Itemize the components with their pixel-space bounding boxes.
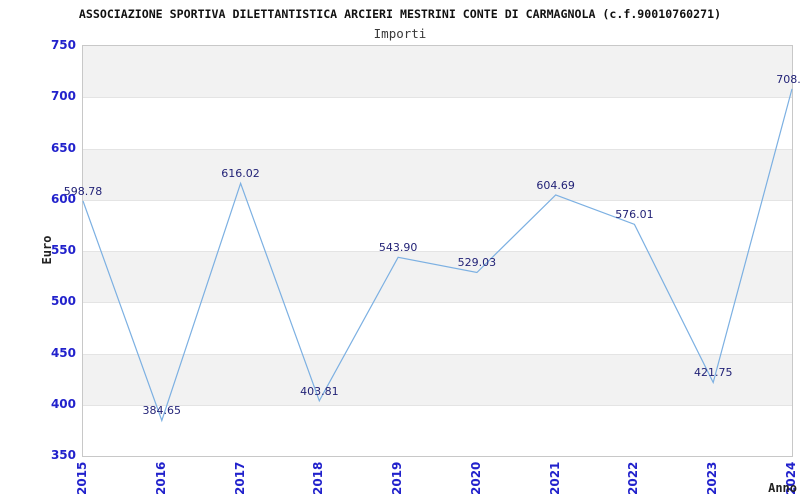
x-tick-label: 2021	[547, 461, 562, 495]
y-axis-title: Euro	[40, 235, 54, 265]
y-tick-label: 450	[50, 345, 76, 360]
point-value-label: 616.02	[221, 167, 260, 181]
x-tick-label: 2017	[232, 461, 247, 495]
gridline	[83, 302, 792, 304]
grid-band	[83, 353, 792, 405]
y-tick-label: 550	[50, 243, 76, 257]
grid-band	[83, 251, 792, 303]
x-tick-label: 2018	[311, 461, 326, 495]
gridline	[83, 148, 792, 150]
x-tick-label: 2023	[705, 461, 720, 495]
x-axis-title: Anno	[768, 481, 797, 495]
y-tick-label: 400	[50, 396, 76, 411]
series-polyline	[82, 88, 793, 423]
y-tick-label: 700	[50, 89, 76, 104]
y-tick-label: 600	[50, 191, 76, 206]
point-value-label: 604.69	[536, 178, 575, 192]
point-value-label: 529.03	[457, 256, 497, 270]
x-tick-label: 2020	[468, 461, 483, 495]
point-value-label: 421.75	[693, 366, 733, 380]
y-tick-label: 500	[50, 294, 76, 309]
x-tick-label: 2022	[626, 461, 641, 495]
y-tick-label: 750	[50, 38, 76, 52]
gridline	[83, 199, 792, 201]
grid-band	[83, 148, 792, 200]
point-value-label: 598.78	[63, 185, 103, 198]
point-value-label: 384.65	[142, 404, 182, 418]
chart-subtitle: Importi	[373, 26, 427, 41]
x-tick-label: 2019	[390, 461, 405, 495]
point-value-label: 576.01	[615, 208, 654, 222]
gridline	[83, 97, 792, 99]
gridline	[83, 353, 792, 355]
point-value-label: 708.1	[776, 72, 800, 86]
y-tick-label: 650	[50, 140, 76, 155]
x-tick-label: 2016	[153, 461, 168, 495]
point-value-label: 403.81	[300, 384, 339, 398]
y-tick-label: 350	[50, 448, 76, 462]
gridline	[83, 251, 792, 252]
line-series	[82, 88, 793, 423]
point-value-label: 543.90	[378, 241, 418, 255]
grid-band	[83, 46, 792, 98]
plot-area: 598.78 384.65 616.02 403.81 543.90 529.03 604.…	[64, 45, 800, 457]
gridline	[83, 404, 792, 406]
chart-title: ASSOCIAZIONE SPORTIVA DILETTANTISTICA AR…	[78, 7, 722, 21]
x-tick-label: 2015	[75, 461, 89, 495]
